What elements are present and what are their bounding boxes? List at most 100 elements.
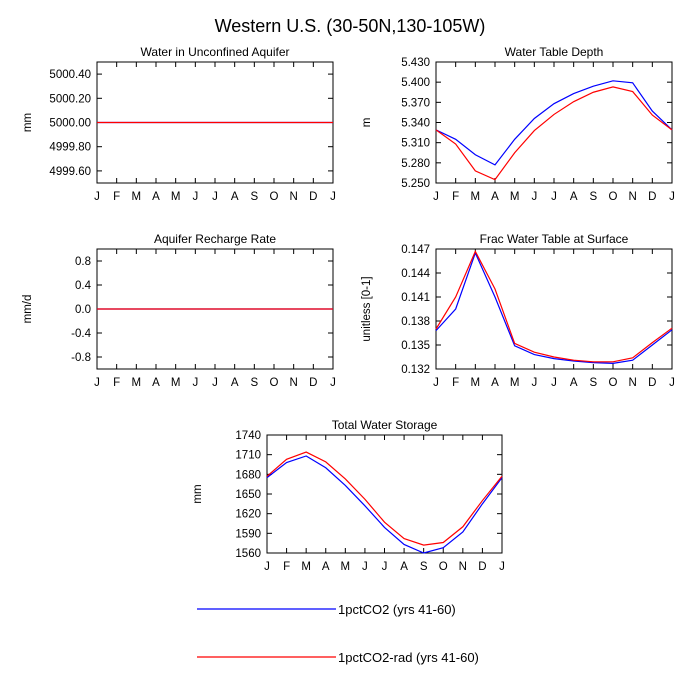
y-tick-label: 5.430 [401,57,430,69]
x-tick-label: O [270,191,279,203]
panel-title: Total Water Storage [332,418,438,432]
series-line-1pctco2-rad [435,250,673,363]
x-tick-label: O [609,377,618,389]
y-tick-label: 1560 [235,548,261,560]
x-tick-label: J [531,191,537,203]
y-tick-label: 1740 [235,430,261,442]
x-tick-label: J [669,191,675,203]
panel-title: Water Table Depth [505,45,604,59]
y-tick-label: 5000.00 [49,118,91,130]
x-tick-label: A [231,191,239,203]
y-tick-label: -0.4 [71,328,91,340]
x-tick-label: J [433,191,439,203]
y-tick-label: 0.138 [401,316,430,328]
y-tick-label: 1590 [235,528,261,540]
x-tick-label: F [283,561,290,573]
x-tick-label: J [362,561,368,573]
x-tick-label: J [94,377,100,389]
y-tick-label: 0.141 [401,292,430,304]
x-tick-label: O [270,377,279,389]
x-tick-label: D [648,377,656,389]
x-tick-label: A [570,191,578,203]
panel-title: Water in Unconfined Aquifer [141,45,290,59]
x-tick-label: J [669,377,675,389]
x-tick-label: S [589,377,597,389]
y-axis-label: m [361,118,373,128]
series-line-1pctco2 [435,251,673,365]
y-tick-label: 5.400 [401,77,430,89]
y-tick-label: 0.132 [401,364,430,376]
series-line-1pctco2 [435,80,673,166]
figure-title: Western U.S. (30-50N,130-105W) [215,16,486,36]
x-tick-label: J [433,377,439,389]
x-tick-label: D [309,191,317,203]
plot-frame [266,434,503,554]
y-tick-label: 0.135 [401,340,430,352]
y-tick-label: 5.370 [401,97,430,109]
y-tick-label: -0.8 [71,352,91,364]
legend: 1pctCO2 (yrs 41-60) 1pctCO2-rad (yrs 41-6… [197,602,479,665]
x-tick-label: A [152,377,160,389]
y-tick-label: 0.0 [75,304,91,316]
legend-label-1pctco2-rad: 1pctCO2-rad (yrs 41-60) [338,650,479,665]
x-tick-label: J [212,191,218,203]
x-tick-label: N [629,377,637,389]
x-tick-label: J [382,561,388,573]
y-axis-label: mm [192,484,204,503]
x-tick-label: N [459,561,467,573]
x-tick-label: M [132,191,142,203]
x-tick-label: N [290,377,298,389]
x-tick-label: D [309,377,317,389]
x-tick-label: O [609,191,618,203]
panel-title: Aquifer Recharge Rate [154,232,276,246]
y-tick-label: 1620 [235,509,261,521]
plot-frame [435,248,673,370]
y-tick-label: 0.144 [401,268,430,280]
x-tick-label: A [491,191,499,203]
series-line-1pctco2 [266,455,503,554]
x-tick-label: J [192,191,198,203]
y-tick-label: 4999.60 [49,166,91,178]
x-tick-label: A [152,191,160,203]
y-tick-label: 5.340 [401,118,430,130]
x-tick-label: J [551,191,557,203]
x-tick-label: J [264,561,270,573]
x-tick-label: M [510,377,520,389]
y-tick-label: 5.280 [401,158,430,170]
x-tick-label: J [330,377,336,389]
x-tick-label: J [551,377,557,389]
x-tick-label: D [648,191,656,203]
x-tick-label: D [478,561,486,573]
x-tick-label: A [570,377,578,389]
x-tick-label: F [113,191,120,203]
x-tick-label: F [113,377,120,389]
y-tick-label: 0.8 [75,256,91,268]
y-tick-label: 0.4 [75,280,92,292]
x-tick-label: M [510,191,520,203]
x-tick-label: M [341,561,351,573]
y-tick-label: 4999.80 [49,142,91,154]
y-tick-label: 1650 [235,489,261,501]
x-tick-label: F [452,191,459,203]
x-tick-label: S [250,191,258,203]
x-tick-label: M [132,377,142,389]
panel-title: Frac Water Table at Surface [480,232,629,246]
x-tick-label: A [491,377,499,389]
x-tick-label: O [439,561,448,573]
x-tick-label: M [471,191,481,203]
y-tick-label: 5000.40 [49,69,91,81]
x-tick-label: J [531,377,537,389]
x-tick-label: S [589,191,597,203]
x-tick-label: M [171,377,181,389]
y-tick-label: 5000.20 [49,93,91,105]
x-tick-label: F [452,377,459,389]
y-axis-label: mm [22,113,34,132]
x-tick-label: N [629,191,637,203]
y-axis-label: unitless [0-1] [361,276,373,341]
x-tick-label: A [231,377,239,389]
